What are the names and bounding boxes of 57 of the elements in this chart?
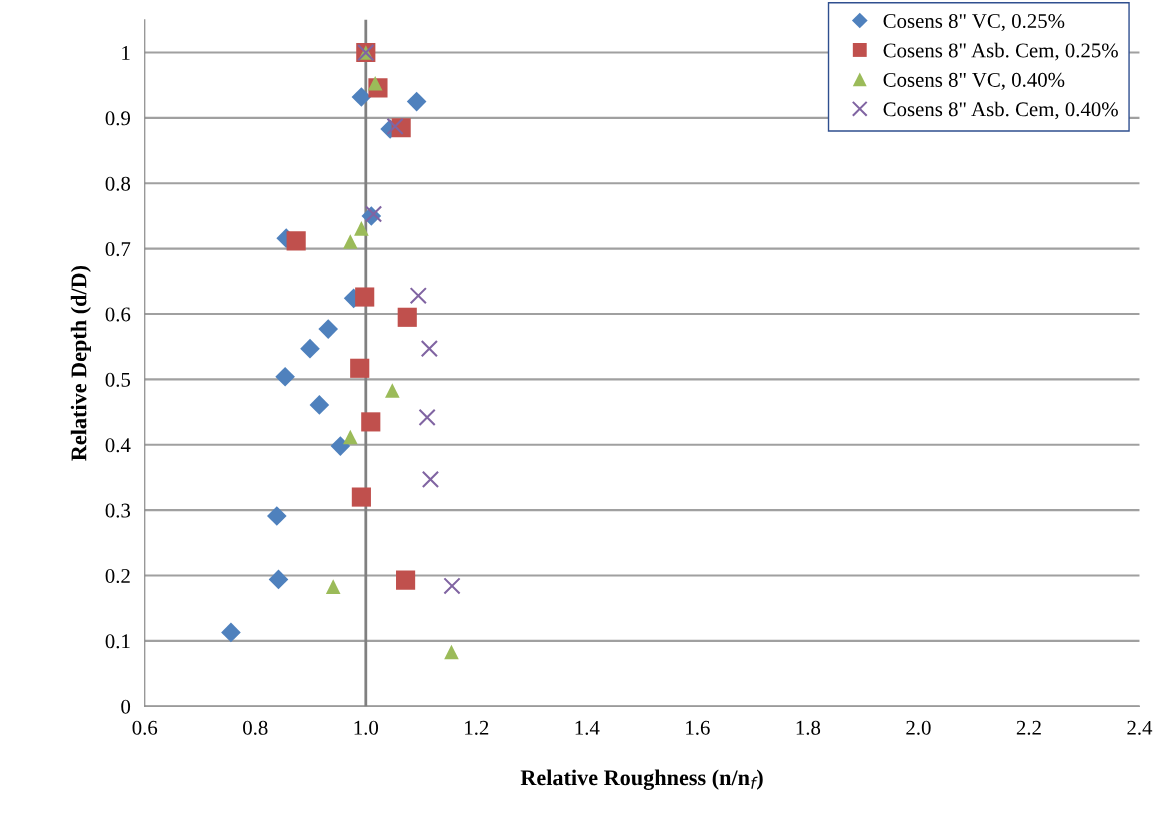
- y-tick-label: 0.6: [105, 307, 131, 322]
- point: [396, 570, 416, 590]
- point: [385, 383, 400, 398]
- y-tick-label: 0.4: [105, 438, 131, 453]
- point: [343, 234, 358, 249]
- y-tick-label: 0.7: [105, 242, 131, 257]
- y-tick-label: 0.1: [105, 634, 130, 649]
- point: [420, 340, 438, 358]
- point: [325, 579, 341, 594]
- point: [221, 622, 241, 643]
- point: [443, 577, 461, 595]
- point: [355, 287, 375, 307]
- legend-label: Cosens 8" Asb. Cem, 0.40%: [883, 101, 1118, 120]
- point: [350, 358, 370, 378]
- y-tick-label: 0.9: [105, 111, 131, 126]
- y-tick-label: 1: [122, 46, 130, 60]
- point: [354, 221, 369, 236]
- y-tick-label: 0.5: [105, 372, 131, 387]
- point: [409, 287, 427, 305]
- x-tick-label: 2.0: [906, 720, 931, 735]
- point: [275, 366, 295, 387]
- point: [361, 412, 381, 432]
- point: [268, 569, 289, 590]
- legend-label: Cosens 8" VC, 0.40%: [883, 72, 1065, 90]
- point: [343, 429, 358, 445]
- point: [309, 395, 330, 415]
- point: [421, 470, 440, 489]
- point: [351, 87, 372, 107]
- x-tick-label: 2.2: [1016, 720, 1041, 735]
- point: [406, 91, 427, 112]
- point: [330, 436, 351, 456]
- x-tick-label: 0.6: [132, 720, 158, 735]
- legend-label: Cosens 8" Asb. Cem, 0.25%: [883, 42, 1118, 61]
- point: [367, 75, 383, 91]
- point: [286, 231, 306, 251]
- point: [386, 117, 404, 136]
- point: [300, 338, 320, 359]
- x-tick-label: 1.4: [575, 720, 600, 735]
- y-axis-title: Relative Depth (d/D): [70, 265, 91, 461]
- x-tick-label: 1.0: [354, 720, 379, 735]
- x-tick-label: 1.8: [796, 720, 821, 735]
- x-tick-label: 2.4: [1127, 720, 1153, 735]
- y-tick-label: 0: [121, 699, 131, 714]
- point: [267, 506, 287, 526]
- y-tick-label: 0.8: [105, 176, 131, 191]
- x-tick-label: 0.8: [243, 720, 268, 735]
- point: [397, 307, 417, 327]
- x-tick-label: 1.6: [686, 720, 710, 735]
- x-tick-label: 1.2: [465, 720, 489, 735]
- y-tick-label: 0.3: [105, 503, 131, 518]
- point: [444, 644, 459, 660]
- point: [418, 408, 436, 426]
- y-tick-label: 0.2: [105, 568, 130, 584]
- legend-label: Cosens 8" VC, 0.25%: [883, 13, 1065, 32]
- point: [351, 487, 371, 507]
- point: [318, 319, 339, 339]
- x-axis-title: Relative Roughness (n/n$_{f}$): [520, 769, 763, 790]
